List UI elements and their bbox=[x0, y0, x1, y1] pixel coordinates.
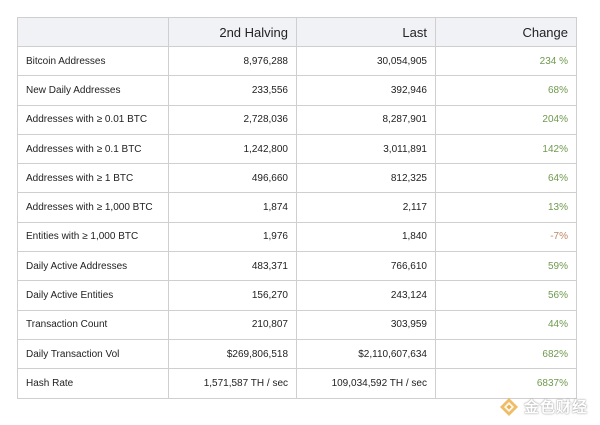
table-row: Daily Active Addresses 483,371 766,610 59% bbox=[17, 251, 577, 282]
last-value-cell: 1,840 bbox=[296, 221, 436, 253]
metric-cell: Daily Active Addresses bbox=[17, 251, 169, 282]
metric-cell: Addresses with ≥ 1,000 BTC bbox=[17, 192, 169, 223]
halving-value-cell: 1,976 bbox=[168, 221, 297, 253]
bitcoin-halving-stats-table: 2nd Halving Last Change Bitcoin Addresse… bbox=[17, 17, 577, 399]
halving-value-cell: 483,371 bbox=[168, 251, 297, 282]
change-value-cell: 68% bbox=[435, 75, 577, 106]
table-row: Daily Transaction Vol $269,806,518 $2,110,… bbox=[17, 338, 577, 370]
change-value-cell: 682% bbox=[435, 338, 577, 370]
last-value-cell: 812,325 bbox=[296, 163, 436, 194]
table-row: Addresses with ≥ 0.01 BTC 2,728,036 8,287,… bbox=[17, 104, 577, 135]
last-value-cell: 30,054,905 bbox=[296, 45, 436, 77]
halving-value-cell: 1,874 bbox=[168, 192, 297, 223]
table-row: New Daily Addresses 233,556 392,946 68% bbox=[17, 75, 577, 106]
change-value-cell: 56% bbox=[435, 280, 577, 311]
change-value-cell: 44% bbox=[435, 309, 577, 340]
change-value-cell: 6837% bbox=[435, 368, 577, 399]
metric-cell: New Daily Addresses bbox=[17, 75, 169, 106]
last-value-cell: 2,117 bbox=[296, 192, 436, 223]
change-value-cell: 234 % bbox=[435, 45, 577, 77]
header-2nd-halving: 2nd Halving bbox=[168, 17, 297, 47]
change-value-cell: 59% bbox=[435, 251, 577, 282]
table-row: Addresses with ≥ 1 BTC 496,660 812,325 64% bbox=[17, 163, 577, 194]
halving-value-cell: 1,571,587 TH / sec bbox=[168, 368, 297, 399]
change-value-cell: 13% bbox=[435, 192, 577, 223]
halving-value-cell: 8,976,288 bbox=[168, 45, 297, 77]
watermark: 金色财经 bbox=[499, 396, 588, 417]
header-row: 2nd Halving Last Change bbox=[17, 17, 577, 47]
table-row: Entities with ≥ 1,000 BTC 1,976 1,840 -7% bbox=[17, 221, 577, 253]
table-row: Hash Rate 1,571,587 TH / sec 109,034,592 T… bbox=[17, 368, 577, 399]
halving-value-cell: $269,806,518 bbox=[168, 338, 297, 370]
halving-value-cell: 233,556 bbox=[168, 75, 297, 106]
watermark-text: 金色财经 bbox=[523, 398, 588, 416]
metric-cell: Addresses with ≥ 0.01 BTC bbox=[17, 104, 169, 135]
metric-cell: Addresses with ≥ 1 BTC bbox=[17, 163, 169, 194]
metric-cell: Hash Rate bbox=[17, 368, 169, 399]
last-value-cell: $2,110,607,634 bbox=[296, 338, 436, 370]
last-value-cell: 8,287,901 bbox=[296, 104, 436, 135]
metric-cell: Entities with ≥ 1,000 BTC bbox=[17, 221, 169, 253]
metric-cell: Transaction Count bbox=[17, 309, 169, 340]
halving-value-cell: 156,270 bbox=[168, 280, 297, 311]
halving-value-cell: 210,807 bbox=[168, 309, 297, 340]
change-value-cell: 64% bbox=[435, 163, 577, 194]
change-value-cell: 142% bbox=[435, 133, 577, 165]
table-row: Bitcoin Addresses 8,976,288 30,054,905 234 … bbox=[17, 45, 577, 77]
header-last: Last bbox=[296, 17, 436, 47]
halving-value-cell: 2,728,036 bbox=[168, 104, 297, 135]
last-value-cell: 766,610 bbox=[296, 251, 436, 282]
last-value-cell: 303,959 bbox=[296, 309, 436, 340]
halving-value-cell: 1,242,800 bbox=[168, 133, 297, 165]
metric-cell: Daily Active Entities bbox=[17, 280, 169, 311]
table-row: Addresses with ≥ 1,000 BTC 1,874 2,117 13% bbox=[17, 192, 577, 223]
table-row: Addresses with ≥ 0.1 BTC 1,242,800 3,011,8… bbox=[17, 133, 577, 165]
table-body: Bitcoin Addresses 8,976,288 30,054,905 234 … bbox=[17, 45, 577, 399]
table-row: Transaction Count 210,807 303,959 44% bbox=[17, 309, 577, 340]
last-value-cell: 392,946 bbox=[296, 75, 436, 106]
header-metric bbox=[17, 17, 169, 47]
header-change: Change bbox=[435, 17, 577, 47]
metric-cell: Addresses with ≥ 0.1 BTC bbox=[17, 133, 169, 165]
change-value-cell: 204% bbox=[435, 104, 577, 135]
jinse-logo-icon bbox=[499, 397, 518, 416]
last-value-cell: 109,034,592 TH / sec bbox=[296, 368, 436, 399]
change-value-cell: -7% bbox=[435, 221, 577, 253]
table-row: Daily Active Entities 156,270 243,124 56% bbox=[17, 280, 577, 311]
last-value-cell: 3,011,891 bbox=[296, 133, 436, 165]
table-header: 2nd Halving Last Change bbox=[17, 17, 577, 47]
halving-value-cell: 496,660 bbox=[168, 163, 297, 194]
last-value-cell: 243,124 bbox=[296, 280, 436, 311]
metric-cell: Bitcoin Addresses bbox=[17, 45, 169, 77]
metric-cell: Daily Transaction Vol bbox=[17, 338, 169, 370]
